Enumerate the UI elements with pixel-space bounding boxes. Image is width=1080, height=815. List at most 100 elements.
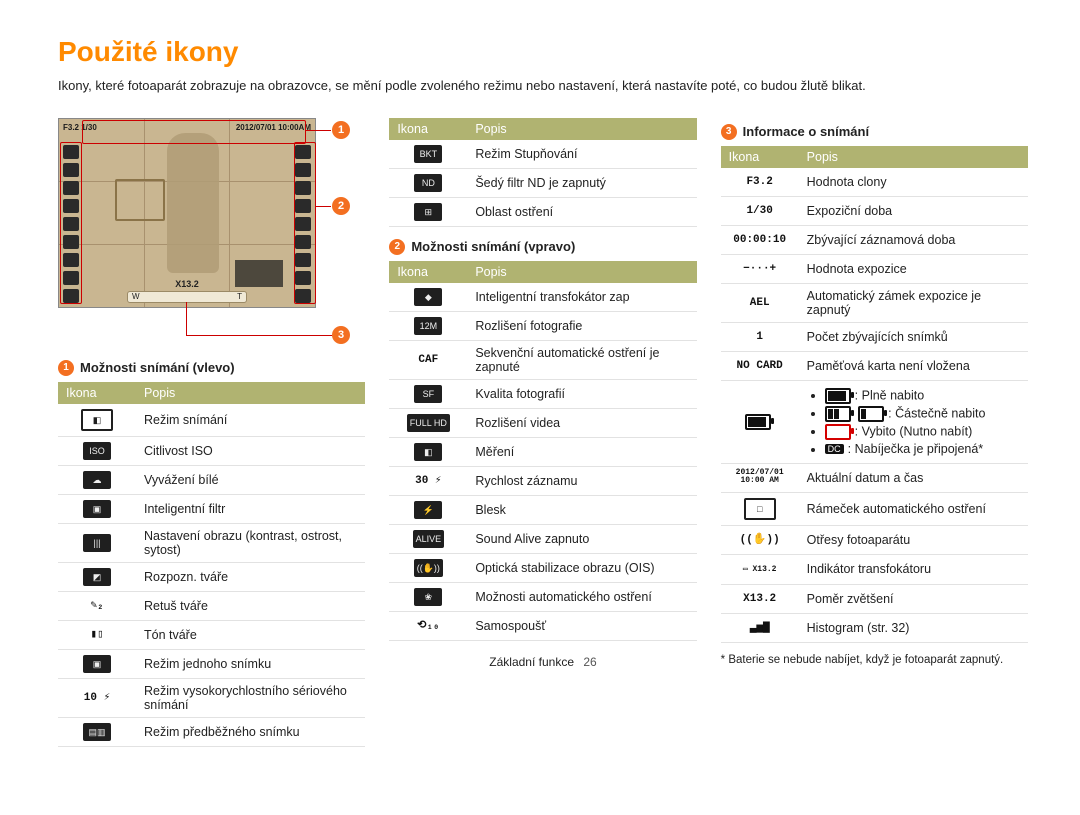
table-row: ▮▯Tón tváře [58, 620, 365, 649]
row-icon: ▃▅▇ [746, 619, 774, 637]
table-row: ND Šedý filtr ND je zapnutý [389, 168, 696, 197]
table-row: CAF Sekvenční automatické ostření je zapn… [389, 340, 696, 379]
row-icon: CAF [414, 351, 442, 369]
row-desc: Režim vysokorychlostního sériového snímá… [136, 678, 365, 717]
row-desc: Nastavení obrazu (kontrast, ostrost, syt… [136, 523, 365, 562]
row-icon: 1/30 [743, 202, 775, 220]
th-icon: Ikona [389, 261, 467, 283]
ss-zoom-w: W [132, 292, 140, 301]
table-row: ◧ Měření [389, 437, 696, 466]
row-desc: Počet zbývajících snímků [799, 322, 1028, 351]
th-icon: Ikona [389, 118, 467, 140]
row-desc: Histogram (str. 32) [799, 613, 1028, 642]
row-desc: Indikátor transfokátoru [799, 554, 1028, 584]
row-icon: ◧ [81, 409, 113, 431]
table-row-battery: : Plně nabito : Částečně nabito : Vybito… [721, 380, 1028, 463]
section1-num-icon: 1 [58, 360, 74, 376]
row-desc: Rozlišení videa [467, 408, 696, 437]
row-icon: ✎₂ [83, 597, 111, 615]
row-desc: Samospoušť [467, 611, 696, 640]
row-icon: 00:00:10 [730, 231, 789, 249]
row-icon: ISO [83, 442, 111, 460]
row-icon: −···+ [740, 260, 779, 278]
row-icon: ⟲₁₀ [414, 617, 442, 635]
table-row: ⚡Blesk [389, 495, 696, 524]
table-row: ▤▥ Režim předběžného snímku [58, 717, 365, 746]
row-desc: Sekvenční automatické ostření je zapnuté [467, 340, 696, 379]
table-row: AELAutomatický zámek expozice je zapnutý [721, 283, 1028, 322]
row-desc: Rámeček automatického ostření [799, 492, 1028, 525]
th-icon: Ikona [721, 146, 799, 168]
row-desc: Inteligentní transfokátor zap [467, 283, 696, 312]
table-row: ISOCitlivost ISO [58, 436, 365, 465]
row-desc: Hodnota clony [799, 168, 1028, 197]
row-desc: Inteligentní filtr [136, 494, 365, 523]
row-icon: ▣ [83, 500, 111, 518]
table-row: ◩ Rozpozn. tváře [58, 562, 365, 591]
row-icon: ❀ [414, 588, 442, 606]
row-icon: ◩ [83, 568, 111, 586]
row-desc: Aktuální datum a čas [799, 463, 1028, 492]
row-desc: Expoziční doba [799, 196, 1028, 225]
th-desc: Popis [467, 118, 696, 140]
table-row: 30 ⚡Rychlost záznamu [389, 466, 696, 495]
row-icon: ((✋)) [737, 531, 783, 549]
row-icon: ▤▥ [83, 723, 111, 741]
table-mid-a: Ikona Popis BKTRežim Stupňování ND Šedý fi… [389, 118, 696, 227]
callout-1-icon: 1 [332, 121, 350, 139]
table-row: FULL HDRozlišení videa [389, 408, 696, 437]
row-icon: ND [414, 174, 442, 192]
row-icon: ◧ [414, 443, 442, 461]
row-desc: Šedý filtr ND je zapnutý [467, 168, 696, 197]
table-row: NO CARDPaměťová karta není vložena [721, 351, 1028, 380]
section1-title: Možnosti snímání (vlevo) [80, 360, 235, 375]
section2-title: Možnosti snímání (vpravo) [411, 239, 575, 254]
table-row: ▭ X13.2Indikátor transfokátoru [721, 554, 1028, 584]
table-mid-b: Ikona Popis ◆Inteligentní transfokátor z… [389, 261, 696, 641]
table-row: ALIVESound Alive zapnuto [389, 524, 696, 553]
battery-dc: DC: Nabíječka je připojená* [825, 442, 1020, 456]
table-row: 00:00:10 Zbývající záznamová doba [721, 225, 1028, 254]
table-row: X13.2 Poměr zvětšení [721, 584, 1028, 613]
section3-title: Informace o snímání [743, 124, 869, 139]
battery-partial: : Částečně nabito [825, 406, 1020, 422]
row-desc: Rychlost záznamu [467, 466, 696, 495]
table-row: ▣ Inteligentní filtr [58, 494, 365, 523]
table-left: Ikona Popis ◧Režim snímáníISOCitlivost I… [58, 382, 365, 747]
row-icon: ☁ [83, 471, 111, 489]
battery-empty: : Vybito (Nutno nabít) [825, 424, 1020, 440]
th-desc: Popis [467, 261, 696, 283]
th-desc: Popis [799, 146, 1028, 168]
table-row: ▃▅▇ Histogram (str. 32) [721, 613, 1028, 642]
ss-zoom-label: X13.2 [175, 279, 199, 289]
footer-label: Základní funkce [489, 655, 574, 669]
table-row: ☁ Vyvážení bílé [58, 465, 365, 494]
battery-list: : Plně nabito : Částečně nabito : Vybito… [807, 388, 1020, 456]
row-desc: Zbývající záznamová doba [799, 225, 1028, 254]
row-desc: Poměr zvětšení [799, 584, 1028, 613]
row-desc: Automatický zámek expozice je zapnutý [799, 283, 1028, 322]
row-desc: Rozpozn. tváře [136, 562, 365, 591]
table-row: −···+Hodnota expozice [721, 254, 1028, 283]
row-icon: □ [744, 498, 776, 520]
row-icon: ((✋)) [414, 559, 443, 577]
table-row: □ Rámeček automatického ostření [721, 492, 1028, 525]
row-icon: 12M [414, 317, 442, 335]
row-icon: ⊞ [414, 203, 442, 221]
row-icon: X13.2 [740, 590, 779, 608]
th-icon: Ikona [58, 382, 136, 404]
section2-num-icon: 2 [389, 239, 405, 255]
row-desc: Paměťová karta není vložena [799, 351, 1028, 380]
row-icon: ▣ [83, 655, 111, 673]
row-icon: F3.2 [743, 173, 775, 191]
row-desc: Optická stabilizace obrazu (OIS) [467, 553, 696, 582]
table-row: ◆Inteligentní transfokátor zap [389, 283, 696, 312]
table-row: ◧Režim snímání [58, 404, 365, 437]
row-desc: Otřesy fotoaparátu [799, 525, 1028, 554]
row-desc: Režim předběžného snímku [136, 717, 365, 746]
table-row: ⊞Oblast ostření [389, 197, 696, 226]
row-desc: Měření [467, 437, 696, 466]
row-desc: Vyvážení bílé [136, 465, 365, 494]
table-row: BKTRežim Stupňování [389, 140, 696, 169]
footer-page: 26 [583, 655, 596, 669]
